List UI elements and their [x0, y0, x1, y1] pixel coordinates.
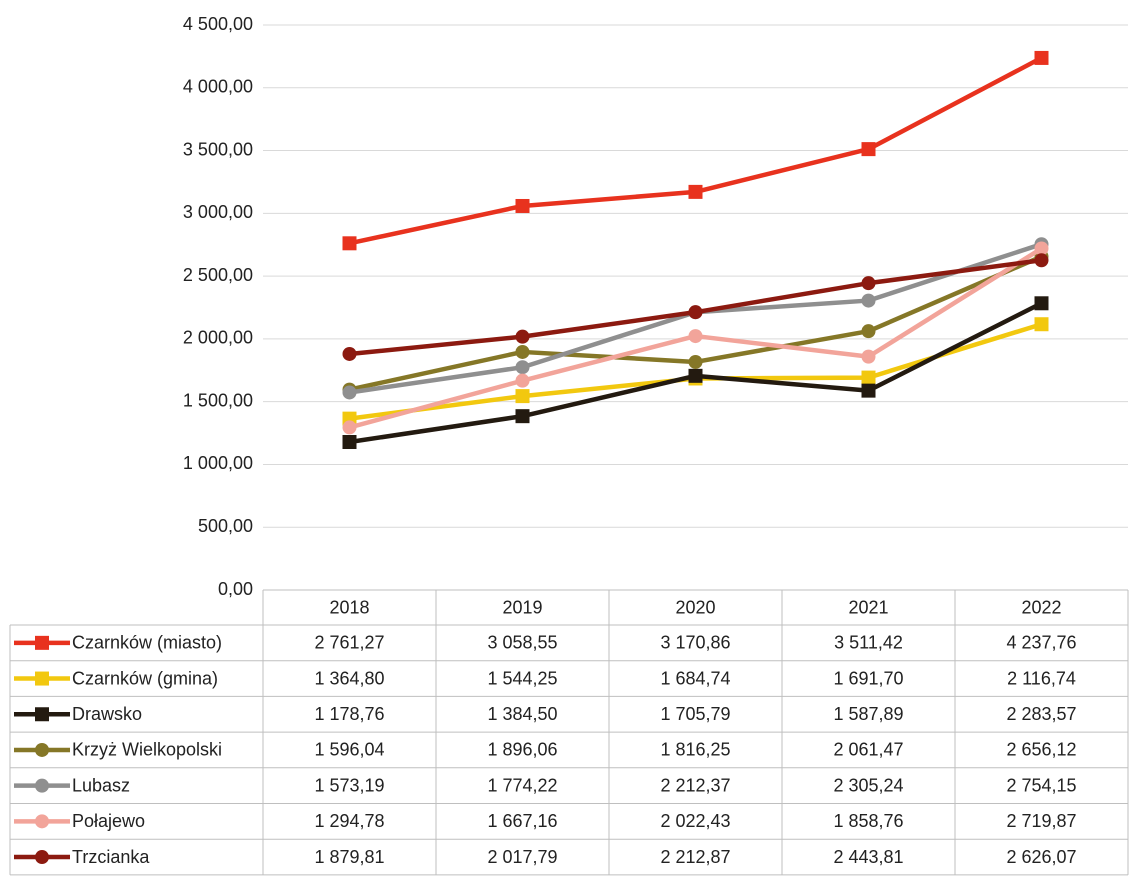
- legend-label: Lubasz: [72, 775, 130, 795]
- y-tick-label: 2 000,00: [183, 328, 253, 348]
- table-value: 1 896,06: [487, 740, 557, 760]
- marker: [515, 409, 530, 424]
- series: [342, 253, 1049, 361]
- legend-marker: [35, 635, 49, 650]
- marker: [515, 344, 530, 359]
- table-value: 2 061,47: [833, 740, 903, 760]
- legend-label: Drawsko: [72, 704, 142, 724]
- legend-label: Czarnków (miasto): [72, 633, 222, 653]
- marker: [515, 198, 530, 213]
- marker: [342, 435, 357, 450]
- y-tick-label: 3 500,00: [183, 139, 253, 159]
- y-tick-label: 1 500,00: [183, 390, 253, 410]
- marker: [342, 236, 357, 251]
- marker: [861, 370, 876, 385]
- x-tick-label: 2018: [329, 597, 369, 617]
- y-tick-label: 4 000,00: [183, 77, 253, 97]
- y-tick-label: 2 500,00: [183, 265, 253, 285]
- table-value: 1 705,79: [660, 704, 730, 724]
- marker: [515, 389, 530, 404]
- marker: [861, 383, 876, 398]
- table-value: 1 544,25: [487, 668, 557, 688]
- marker: [342, 346, 357, 361]
- legend-marker: [35, 671, 49, 686]
- table-value: 1 691,70: [833, 668, 903, 688]
- marker: [688, 305, 703, 320]
- x-tick-label: 2019: [502, 597, 542, 617]
- table-value: 1 816,25: [660, 740, 730, 760]
- table-value: 1 178,76: [314, 704, 384, 724]
- marker: [861, 349, 876, 364]
- legend-label: Połajewo: [72, 811, 145, 831]
- marker: [688, 329, 703, 344]
- marker: [515, 329, 530, 344]
- legend-marker: [35, 778, 49, 793]
- table-value: 3 511,42: [834, 633, 903, 653]
- table-value: 3 058,55: [487, 633, 557, 653]
- table-value: 1 858,76: [833, 811, 903, 831]
- marker: [1034, 241, 1049, 256]
- legend-label: Krzyż Wielkopolski: [72, 740, 222, 760]
- marker: [688, 368, 703, 383]
- marker: [1034, 296, 1049, 311]
- series: [342, 241, 1049, 435]
- marker: [1034, 50, 1049, 65]
- y-tick-label: 1 000,00: [183, 453, 253, 473]
- marker: [861, 324, 876, 339]
- table-value: 2 283,57: [1006, 704, 1076, 724]
- series: [342, 296, 1049, 450]
- marker: [861, 293, 876, 308]
- marker: [1034, 317, 1049, 332]
- table-value: 1 294,78: [314, 811, 384, 831]
- x-tick-label: 2021: [848, 597, 888, 617]
- x-tick-label: 2020: [675, 597, 715, 617]
- marker: [861, 276, 876, 291]
- legend-marker: [35, 742, 49, 757]
- table-value: 2 017,79: [487, 847, 557, 867]
- marker: [515, 373, 530, 388]
- table-value: 4 237,76: [1006, 633, 1076, 653]
- x-tick-label: 2022: [1021, 597, 1061, 617]
- table-value: 1 587,89: [833, 704, 903, 724]
- table-value: 2 656,12: [1006, 740, 1076, 760]
- table-value: 1 774,22: [487, 775, 557, 795]
- table-value: 1 573,19: [314, 775, 384, 795]
- table-value: 2 305,24: [833, 775, 903, 795]
- table-value: 1 684,74: [660, 668, 730, 688]
- marker: [342, 385, 357, 400]
- legend-marker: [35, 814, 49, 829]
- table-value: 2 116,74: [1007, 668, 1076, 688]
- table-value: 1 364,80: [314, 668, 384, 688]
- table-value: 2 754,15: [1006, 775, 1076, 795]
- series: [342, 50, 1049, 251]
- marker: [515, 360, 530, 375]
- y-tick-label: 500,00: [198, 516, 253, 536]
- table-value: 2 212,87: [660, 847, 730, 867]
- marker: [688, 184, 703, 199]
- legend-label: Trzcianka: [72, 847, 150, 867]
- marker: [1034, 253, 1049, 268]
- table-value: 1 596,04: [314, 740, 384, 760]
- table-value: 2 212,37: [660, 775, 730, 795]
- marker: [861, 142, 876, 157]
- table-value: 1 384,50: [487, 704, 557, 724]
- table-value: 2 626,07: [1006, 847, 1076, 867]
- table-value: 2 443,81: [833, 847, 903, 867]
- marker: [342, 420, 357, 435]
- table-value: 2 761,27: [314, 633, 384, 653]
- table-value: 1 879,81: [314, 847, 384, 867]
- legend-marker: [35, 850, 49, 865]
- legend-marker: [35, 707, 49, 722]
- y-tick-label: 4 500,00: [183, 14, 253, 34]
- table-value: 2 719,87: [1006, 811, 1076, 831]
- y-tick-label: 3 000,00: [183, 202, 253, 222]
- marker: [688, 354, 703, 369]
- y-tick-label: 0,00: [218, 579, 253, 599]
- table-value: 1 667,16: [487, 811, 557, 831]
- table-value: 3 170,86: [660, 633, 730, 653]
- table-value: 2 022,43: [660, 811, 730, 831]
- legend-label: Czarnków (gmina): [72, 668, 218, 688]
